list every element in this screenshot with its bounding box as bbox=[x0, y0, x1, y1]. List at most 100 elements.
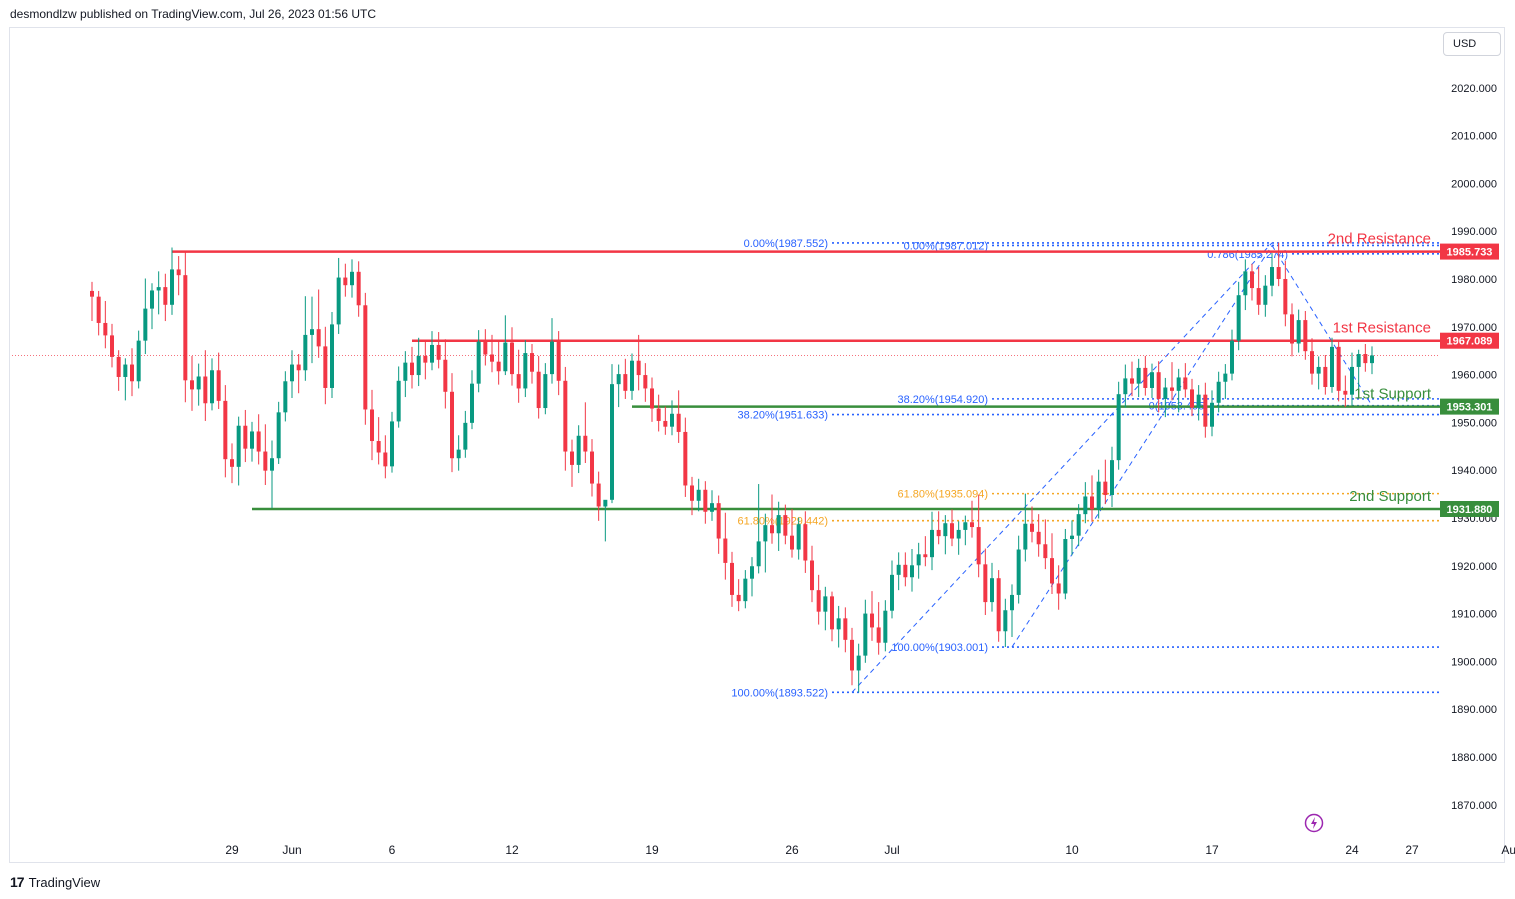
candle-body bbox=[837, 618, 841, 629]
x-tick-label: 6 bbox=[389, 843, 396, 857]
fib-label: 100.00%(1903.001) bbox=[891, 642, 988, 654]
level-name: 2nd Support bbox=[1349, 488, 1432, 505]
footer-brand-text: TradingView bbox=[29, 875, 101, 890]
candle-body bbox=[443, 360, 447, 392]
candle-body bbox=[690, 485, 694, 500]
candle-body bbox=[497, 362, 501, 372]
candle-body bbox=[123, 365, 127, 377]
candle-body bbox=[810, 561, 814, 591]
candle-body bbox=[997, 578, 1001, 631]
candle-body bbox=[357, 272, 361, 305]
candle-body bbox=[990, 578, 994, 602]
candle-body bbox=[343, 278, 347, 286]
candle-body bbox=[1343, 391, 1347, 395]
y-tick-label: 1970.000 bbox=[1451, 322, 1497, 334]
candle-body bbox=[263, 452, 267, 471]
candle-body bbox=[383, 452, 387, 466]
candle-body bbox=[1283, 279, 1287, 314]
candle-body bbox=[197, 376, 201, 389]
candle-body bbox=[237, 426, 241, 467]
candle-body bbox=[470, 384, 474, 423]
candle-body bbox=[1183, 377, 1187, 389]
candle-body bbox=[610, 384, 614, 500]
candle-body bbox=[863, 614, 867, 656]
candle-body bbox=[1277, 267, 1281, 279]
price-tag-label: 1967.089 bbox=[1447, 336, 1493, 348]
candle-body bbox=[463, 423, 467, 450]
candle-body bbox=[590, 452, 594, 484]
candle-body bbox=[330, 324, 334, 388]
lightning-icon[interactable] bbox=[1304, 813, 1324, 833]
y-tick-label: 1920.000 bbox=[1451, 561, 1497, 573]
candle-body bbox=[403, 363, 407, 381]
candle-body bbox=[1323, 367, 1327, 387]
candle-body bbox=[310, 329, 314, 335]
y-tick-label: 2010.000 bbox=[1451, 131, 1497, 143]
fib-anchor-line bbox=[852, 243, 1272, 692]
candle-body bbox=[257, 431, 261, 451]
candle-body bbox=[1337, 347, 1341, 391]
candle-body bbox=[137, 341, 141, 382]
price-tag-label: 1953.301 bbox=[1447, 402, 1493, 414]
candle-body bbox=[970, 522, 974, 527]
candle-body bbox=[637, 361, 641, 375]
candle-body bbox=[890, 575, 894, 611]
candle-body bbox=[157, 287, 161, 290]
candle-body bbox=[1043, 544, 1047, 558]
sr-levels bbox=[172, 252, 1440, 509]
candle-body bbox=[657, 409, 661, 421]
candle-body bbox=[597, 484, 601, 507]
candle-body bbox=[297, 365, 301, 371]
candle-body bbox=[1257, 288, 1261, 305]
candle-body bbox=[1050, 558, 1054, 583]
candles bbox=[90, 243, 1374, 693]
candle-body bbox=[317, 329, 321, 346]
candle-body bbox=[390, 421, 394, 466]
candle-body bbox=[817, 590, 821, 612]
candle-body bbox=[210, 370, 214, 403]
y-tick-label: 1960.000 bbox=[1451, 370, 1497, 382]
x-tick-label: Jul bbox=[884, 843, 899, 857]
candle-body bbox=[723, 539, 727, 563]
candle-body bbox=[1223, 374, 1227, 382]
candle-body bbox=[417, 356, 421, 375]
candle-body bbox=[630, 361, 634, 391]
candle-body bbox=[377, 441, 381, 452]
x-tick-label: 24 bbox=[1345, 843, 1359, 857]
candle-body bbox=[550, 342, 554, 375]
candle-body bbox=[1297, 320, 1301, 343]
currency-button[interactable]: USD bbox=[1443, 32, 1501, 56]
fib-anchor-line bbox=[1012, 245, 1272, 647]
candle-body bbox=[903, 565, 907, 577]
candle-body bbox=[1197, 395, 1201, 408]
footer-brand[interactable]: 17 TradingView bbox=[10, 874, 100, 890]
candle-body bbox=[537, 372, 541, 408]
candle-body bbox=[223, 401, 227, 459]
candle-body bbox=[250, 431, 254, 448]
candle-body bbox=[1250, 271, 1254, 288]
candle-body bbox=[203, 376, 207, 403]
candle-body bbox=[557, 342, 561, 381]
candle-body bbox=[583, 436, 587, 452]
candle-body bbox=[750, 566, 754, 578]
candle-body bbox=[923, 554, 927, 557]
candle-body bbox=[797, 524, 801, 549]
candle-body bbox=[1023, 524, 1027, 550]
level-name: 2nd Resistance bbox=[1328, 231, 1431, 248]
candle-body bbox=[1303, 320, 1307, 351]
y-tick-label: 2000.000 bbox=[1451, 178, 1497, 190]
candle-body bbox=[303, 335, 307, 370]
candle-body bbox=[437, 345, 441, 360]
candle-body bbox=[910, 565, 914, 577]
y-tick-label: 1990.000 bbox=[1451, 226, 1497, 238]
level-name: 1st Support bbox=[1354, 386, 1432, 403]
candle-body bbox=[1157, 372, 1161, 399]
candle-body bbox=[230, 459, 234, 467]
candle-body bbox=[1163, 387, 1167, 398]
candle-body bbox=[1097, 482, 1101, 510]
fib-label: 61.80%(1929.442) bbox=[737, 516, 828, 528]
candle-body bbox=[1190, 389, 1194, 407]
candle-body bbox=[423, 356, 427, 363]
candle-body bbox=[877, 627, 881, 642]
